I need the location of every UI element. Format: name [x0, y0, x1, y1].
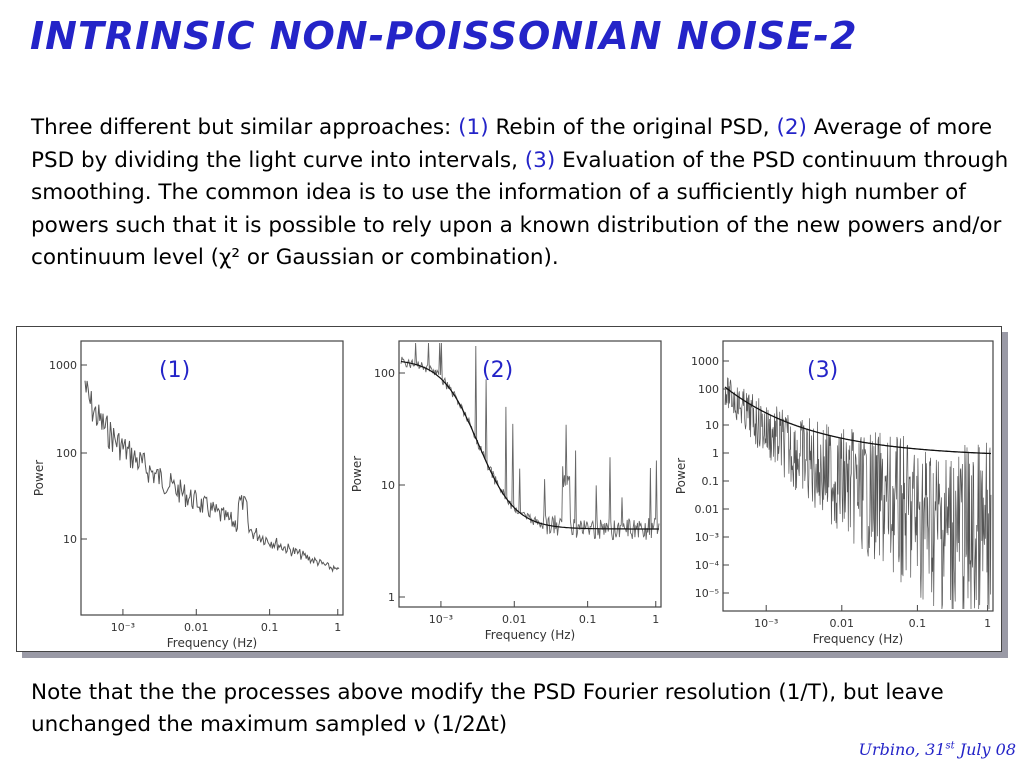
- y-tick-label: 10: [381, 479, 395, 492]
- y-tick-label: 1: [388, 591, 395, 604]
- psd-curve: [724, 377, 992, 610]
- x-axis-label: Frequency (Hz): [485, 628, 576, 642]
- y-tick-label: 10⁻⁵: [695, 587, 719, 600]
- note-paragraph: Note that the the processes above modify…: [31, 680, 944, 737]
- x-tick-label: 0.1: [579, 613, 597, 626]
- y-tick-label: 100: [56, 447, 77, 460]
- x-tick-label: 0.1: [909, 617, 927, 630]
- x-tick-label: 1: [984, 617, 991, 630]
- intro-paragraph: Three different but similar approaches: …: [31, 112, 1011, 275]
- x-tick-label: 10⁻³: [429, 613, 453, 626]
- x-tick-label: 0.1: [261, 621, 279, 634]
- x-tick-label: 1: [652, 613, 659, 626]
- psd-figure: (1) 1000 100 10 10⁻³ 0.01 0.1 1 Frequency (Hz) Po…: [16, 326, 1002, 652]
- approach-marker: (2): [776, 115, 807, 140]
- y-tick-label: 1000: [49, 359, 77, 372]
- y-tick-label: 1000: [691, 355, 719, 368]
- y-tick-label: 100: [698, 383, 719, 396]
- model-curve: [400, 360, 659, 530]
- x-tick-label: 10⁻³: [111, 621, 135, 634]
- y-tick-label: 1: [712, 447, 719, 460]
- x-tick-label: 0.01: [502, 613, 527, 626]
- y-tick-label: 0.01: [695, 503, 720, 516]
- panel-label: (1): [159, 358, 190, 383]
- plot-frame: [398, 340, 662, 608]
- panel-label: (2): [482, 358, 513, 383]
- approach-marker: (1): [458, 115, 489, 140]
- panel-label: (3): [807, 358, 838, 383]
- footer-sup: st: [945, 740, 955, 752]
- intro-text: Three different but similar approaches:: [31, 115, 459, 140]
- y-tick-label: 10⁻³: [695, 531, 719, 544]
- y-axis-label: Power: [674, 458, 688, 494]
- x-tick-label: 1: [334, 621, 341, 634]
- psd-curve: [84, 380, 340, 573]
- psd-curve: [400, 342, 660, 541]
- footer-rest: July 08: [954, 740, 1016, 759]
- footer-place: Urbino, 31: [858, 740, 946, 759]
- y-axis-label: Power: [350, 456, 364, 492]
- approach-marker: (3): [524, 147, 556, 173]
- x-tick-label: 10⁻³: [754, 617, 778, 630]
- y-tick-label: 100: [374, 367, 395, 380]
- intro-text: Average of more PSD by dividing the ligh…: [31, 115, 993, 173]
- y-tick-label: 10⁻⁴: [695, 559, 720, 572]
- x-axis-label: Frequency (Hz): [167, 636, 258, 650]
- x-tick-label: 0.01: [830, 617, 855, 630]
- y-axis-label: Power: [32, 460, 46, 496]
- intro-text: Rebin of the original PSD,: [488, 115, 777, 140]
- x-axis-label: Frequency (Hz): [813, 632, 904, 646]
- y-tick-label: 10: [63, 533, 77, 546]
- y-tick-label: 0.1: [702, 475, 720, 488]
- plot-frame: [80, 340, 344, 616]
- footer-date: Urbino, 31st July 08: [858, 740, 1016, 759]
- x-tick-label: 0.01: [184, 621, 209, 634]
- intro-text: Evaluation of the PSD continuum through …: [31, 147, 1009, 271]
- plot-frame: [722, 340, 994, 612]
- psd-panels: (1) 1000 100 10 10⁻³ 0.01 0.1 1 Frequency (Hz) Po…: [32, 340, 994, 650]
- y-tick-label: 10: [705, 419, 719, 432]
- smoothed-continuum: [724, 386, 991, 455]
- slide-title: INTRINSIC NON-POISSONIAN NOISE-2: [30, 14, 858, 58]
